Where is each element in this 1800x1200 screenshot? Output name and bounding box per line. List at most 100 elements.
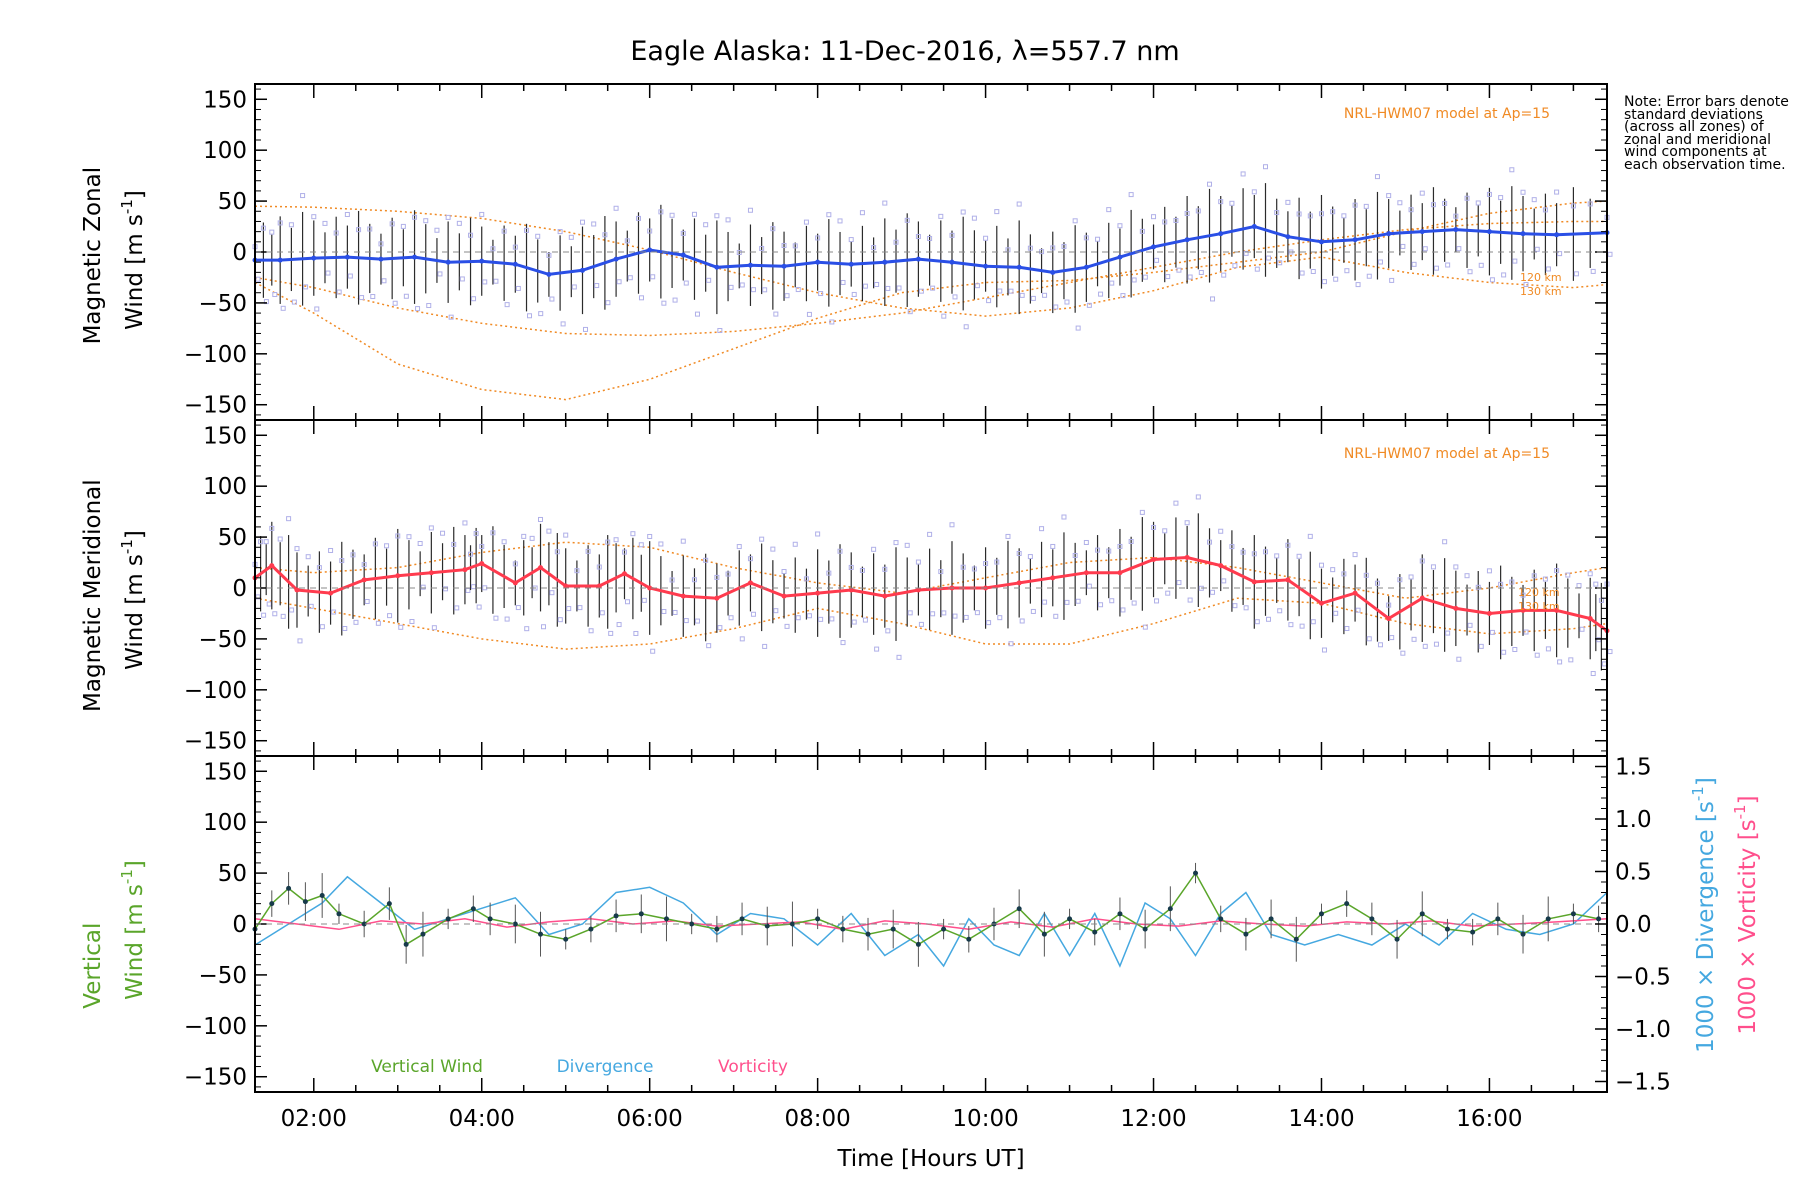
meridional-wind-point [1083,570,1089,576]
zonal-zone-point [1016,201,1022,207]
zonal-zone-point [1534,246,1540,252]
vertical-x-axis: 02:00 04:00 06:00 08:00 10:00 12:00 14:00 16:00 [281,756,1575,1132]
meridional-wind-point [1486,610,1492,616]
zonal-zone-point [691,211,697,217]
meridional-zone-point [588,628,594,634]
meridional-zone-point [983,561,989,567]
zonal-zone-point [1330,209,1336,215]
meridional-zone-point [574,568,580,574]
meridional-zone-point [1307,533,1313,539]
meridional-ytick-label: −50 [198,627,247,653]
meridional-zone-point [266,601,272,607]
meridional-zone-point [927,531,933,537]
meridional-zone-point [1039,526,1045,532]
zonal-zone-point [580,219,586,225]
meridional-zone-point [1296,553,1302,559]
y2-tick-label: −1.5 [1615,1070,1671,1096]
meridional-zone-point [297,638,303,644]
vertical-xtick-label: 06:00 [617,1106,683,1132]
meridional-zone-point [1277,608,1283,614]
zonal-zone-point [1489,277,1495,283]
meridional-zone-point [1240,549,1246,555]
zonal-zone-point [591,221,597,227]
meridional-model-curve [254,597,1608,650]
zonal-zone-point [826,212,832,218]
meridional-wind-point [1285,577,1291,583]
meridional-zone-point [1590,671,1596,677]
meridional-zone-point [795,615,801,621]
meridional-zone-point [759,536,765,542]
zonal-zone-point [1408,207,1414,213]
meridional-zone-point [613,537,619,543]
zonal-model-label: NRL-HWM07 model at Ap=15 [1344,106,1550,122]
zonal-zone-point [739,282,745,288]
meridional-zone-point [272,611,278,617]
vertical-wind-point [941,926,947,932]
meridional-zone-point [706,643,712,649]
zonal-zone-point [616,279,622,285]
meridional-zone-point [1442,539,1448,545]
vertical-y2-axis: 1.5 1.0 0.5 0.0 −0.5 −1.0 −1.5 [1595,755,1671,1096]
zonal-zone-point [1310,268,1316,274]
meridional-zone-point [1318,562,1324,568]
zonal-zone-point [1344,268,1350,274]
zonal-zone-point [549,296,555,302]
zonal-wind-point [1554,232,1560,238]
meridional-zone-point [454,605,460,611]
meridional-zone-point [930,611,936,617]
zonal-wind-point [546,271,552,277]
zonal-zone-point [512,244,518,250]
meridional-zone-point [851,619,857,625]
meridional-zone-point [269,525,275,531]
meridional-zone-point [375,620,381,626]
zonal-zone-point [501,228,507,234]
meridional-ytick-label: 150 [203,423,247,449]
panel-zonal: NRL-HWM07 model at Ap=15 120 km 130 km 1… [80,83,1613,421]
zonal-zone-point [1266,255,1272,261]
zonal-zone-point [336,289,342,295]
meridional-zone-point [874,646,880,652]
vertical-xtick-label: 14:00 [1288,1106,1354,1132]
meridional-wind-point [1318,600,1324,606]
meridional-wind-point [462,567,468,573]
zonal-zone-point [1142,274,1148,280]
zonal-zone-point [1053,304,1059,310]
zonal-zone-point [389,221,395,227]
meridional-alt-label-130: 130 km [1518,600,1560,613]
zonal-zone-point [1106,207,1112,213]
meridional-wind-point [1184,554,1190,560]
zonal-zone-point [1501,272,1507,278]
zonal-ylabel: Magnetic Zonal Wind [m s-1] [80,160,148,345]
zonal-zone-point [714,213,720,219]
zonal-zone-point [871,245,877,251]
zonal-wind-point [1251,224,1257,230]
zonal-wind-point [412,254,418,260]
x-axis-label: Time [Hours UT] [836,1146,1024,1172]
meridional-zone-point [694,618,700,624]
zonal-zone-point [974,283,980,289]
vertical-wind-point [1016,906,1022,912]
vertical-wind-point [470,906,476,912]
zonal-zone-point [1109,280,1115,286]
vertical-wind-point [361,921,367,927]
zonal-zone-point [1061,243,1067,249]
zonal-zone-point [792,243,798,249]
zonal-zone-point [1050,245,1056,251]
zonal-zone-point [471,296,477,302]
zonal-zone-point [627,275,633,281]
zonal-zone-point [1433,265,1439,271]
meridional-zone-point [1607,649,1613,655]
zonal-zone-point [392,300,398,306]
meridional-zone-point [524,626,530,632]
legend-divergence: Divergence [557,1057,654,1077]
meridional-wind-point [361,577,367,583]
meridional-zone-point [986,620,992,626]
zonal-zone-point [538,311,544,317]
zonal-zone-point [669,212,675,218]
zonal-zone-point [680,230,686,236]
meridional-wind-point [680,593,686,599]
zonal-zone-point [378,241,384,247]
zonal-zone-point [1285,199,1291,205]
meridional-wind-point [915,587,921,593]
meridional-zone-point [703,557,709,563]
